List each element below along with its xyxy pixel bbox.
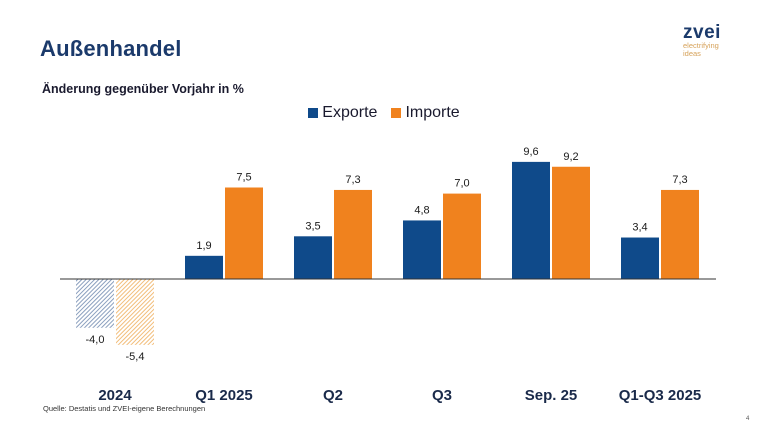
legend-item-importe: Importe bbox=[391, 104, 460, 122]
slide-title: Außenhandel bbox=[40, 36, 182, 61]
data-label-importe-2: 7,3 bbox=[345, 174, 360, 186]
bar-exporte-4 bbox=[512, 161, 550, 279]
data-label-exporte-1: 1,9 bbox=[196, 240, 211, 252]
category-label-2: Q2 bbox=[323, 387, 343, 404]
data-label-exporte-2: 3,5 bbox=[305, 220, 320, 232]
category-label-1: Q1 2025 bbox=[195, 387, 253, 404]
logo-tagline-2: ideas bbox=[683, 49, 701, 58]
data-label-importe-3: 7,0 bbox=[454, 178, 469, 190]
bar-exporte-0 bbox=[76, 279, 114, 328]
bar-importe-2 bbox=[334, 189, 372, 279]
chart-subtitle: Änderung gegenüber Vorjahr in % bbox=[42, 82, 244, 96]
logo-wordmark: zvei bbox=[683, 22, 721, 43]
bar-importe-5 bbox=[661, 189, 699, 279]
data-label-importe-0: -5,4 bbox=[126, 351, 145, 363]
legend-label-exporte: Exporte bbox=[322, 104, 378, 121]
category-label-0: 2024 bbox=[98, 387, 132, 404]
bar-exporte-3 bbox=[403, 220, 441, 279]
category-label-4: Sep. 25 bbox=[525, 387, 578, 404]
data-label-importe-4: 9,2 bbox=[563, 151, 578, 163]
data-label-exporte-4: 9,6 bbox=[523, 146, 538, 158]
zvei-logo: zvei electrifying ideas bbox=[683, 22, 753, 58]
data-label-importe-5: 7,3 bbox=[672, 174, 687, 186]
legend-swatch-importe bbox=[391, 108, 402, 118]
data-label-importe-1: 7,5 bbox=[236, 172, 251, 184]
bar-importe-4 bbox=[552, 166, 590, 279]
category-label-3: Q3 bbox=[432, 387, 452, 404]
bar-exporte-2 bbox=[294, 236, 332, 279]
logo-tagline-1: electrifying bbox=[683, 41, 719, 50]
data-label-exporte-3: 4,8 bbox=[414, 204, 429, 216]
bar-exporte-5 bbox=[621, 237, 659, 279]
data-label-exporte-0: -4,0 bbox=[86, 334, 105, 346]
chart-legend: Exporte Importe bbox=[0, 104, 768, 122]
source-note: Quelle: Destatis und ZVEI-eigene Berechn… bbox=[43, 404, 206, 413]
bar-importe-1 bbox=[225, 187, 263, 279]
legend-label-importe: Importe bbox=[405, 104, 460, 121]
category-label-5: Q1-Q3 2025 bbox=[619, 387, 702, 404]
bar-exporte-1 bbox=[185, 255, 223, 279]
bar-importe-0 bbox=[116, 279, 154, 345]
legend-item-exporte: Exporte bbox=[308, 104, 377, 122]
bar-importe-3 bbox=[443, 193, 481, 279]
data-label-exporte-5: 3,4 bbox=[632, 222, 647, 234]
page-number: 4 bbox=[746, 416, 750, 422]
legend-swatch-exporte bbox=[308, 108, 319, 118]
